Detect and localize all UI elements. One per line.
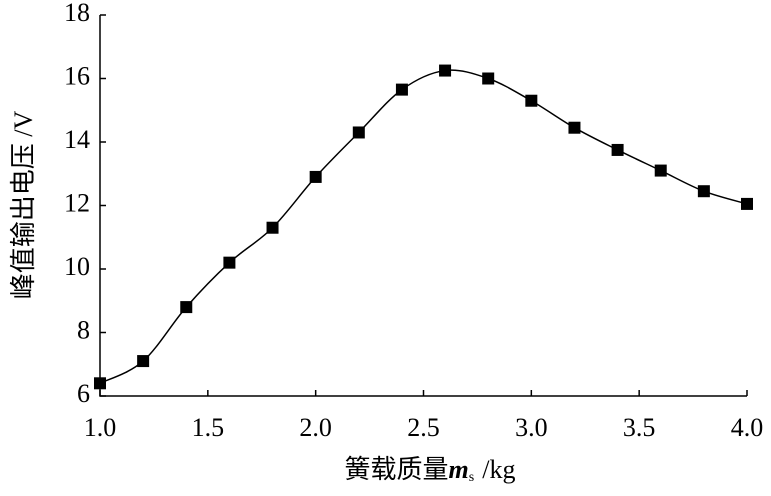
data-line xyxy=(99,69,748,384)
y-tick-label: 16 xyxy=(64,61,90,90)
x-axis-label: 簧载质量ms/kg xyxy=(345,455,516,485)
marker xyxy=(568,121,581,134)
x-label-text: 簧载质量 xyxy=(345,455,449,484)
marker xyxy=(137,355,150,368)
y-tick-label: 14 xyxy=(64,125,90,154)
marker xyxy=(439,64,452,77)
marker xyxy=(654,164,667,177)
y-tick-label: 10 xyxy=(64,252,90,281)
x-tick-label: 3.5 xyxy=(623,413,656,442)
x-tick-label: 3.0 xyxy=(515,413,548,442)
marker xyxy=(741,197,753,210)
marker xyxy=(395,83,408,96)
marker xyxy=(223,256,236,269)
marker xyxy=(697,185,710,198)
y-axis-label: 峰值输出电压 /V xyxy=(9,111,38,300)
marker xyxy=(266,221,279,234)
x-tick-label: 2.0 xyxy=(299,413,332,442)
x-label-sub: s xyxy=(469,470,474,485)
marker xyxy=(309,170,322,183)
x-tick-label: 2.5 xyxy=(407,413,440,442)
x-tick-label: 1.5 xyxy=(192,413,225,442)
marker xyxy=(482,72,495,85)
marker xyxy=(525,94,538,107)
x-label-var: m xyxy=(449,455,469,484)
x-label-unit: /kg xyxy=(482,455,515,484)
marker xyxy=(94,377,106,390)
x-tick-label: 4.0 xyxy=(731,413,764,442)
marker xyxy=(180,301,193,314)
axes xyxy=(99,15,747,397)
y-tick-label: 12 xyxy=(64,188,90,217)
marker xyxy=(352,126,365,139)
x-tick-label: 1.0 xyxy=(84,413,117,442)
y-tick-label: 18 xyxy=(64,0,90,27)
marker xyxy=(611,143,624,156)
y-tick-label: 8 xyxy=(77,315,90,344)
y-tick-label: 6 xyxy=(77,379,90,408)
